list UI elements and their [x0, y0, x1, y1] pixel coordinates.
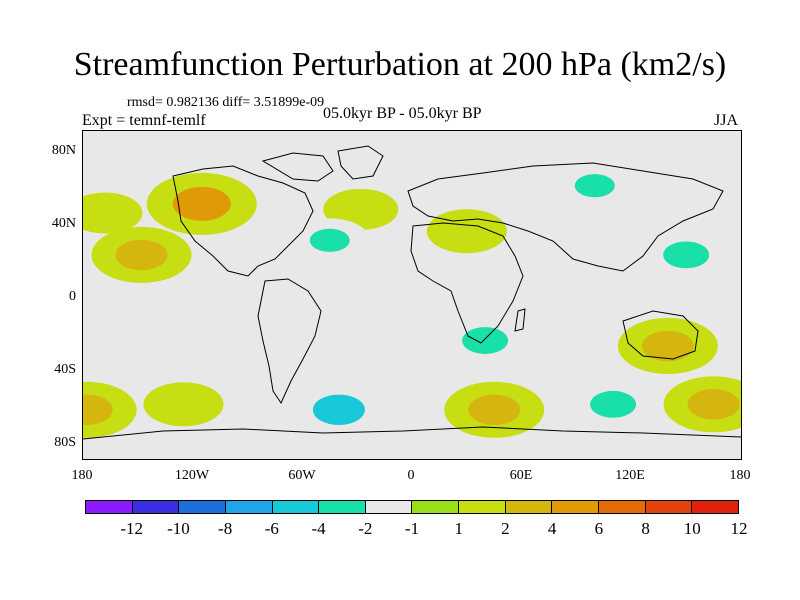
- contour-core: [172, 186, 231, 221]
- colorbar-label: 4: [547, 519, 557, 538]
- contour-core: [462, 327, 509, 354]
- coastlines: [83, 145, 741, 440]
- lat-label: 40N: [51, 216, 76, 231]
- colorbar-swatch: [692, 501, 738, 513]
- contour-core: [574, 174, 615, 198]
- lat-label: 80S: [54, 435, 76, 450]
- contour-core: [663, 241, 710, 269]
- lon-label: 60E: [509, 468, 533, 483]
- plot-title: Streamfunction Perturbation at 200 hPa (…: [73, 46, 727, 83]
- contour-core: [641, 330, 694, 362]
- colorbar-label: 12: [730, 519, 748, 538]
- lon-label: 0: [407, 468, 415, 483]
- contour-core: [590, 390, 637, 418]
- contour-core: [687, 389, 740, 420]
- colorbar-swatch: [552, 501, 600, 513]
- colorbar-label: 2: [501, 519, 510, 538]
- colorbar-swatch: [319, 501, 366, 513]
- colorbar-swatch: [225, 501, 273, 513]
- colorbar: [85, 500, 739, 514]
- colorbar-label: -1: [404, 519, 420, 538]
- colorbar-swatch: [272, 501, 320, 513]
- colorbar-label: 8: [641, 519, 650, 538]
- lat-label: 40S: [54, 362, 76, 377]
- colorbar-label: -2: [358, 519, 373, 538]
- contour-core: [163, 392, 204, 416]
- lon-label: 120E: [615, 468, 645, 483]
- contour-core: [312, 394, 365, 425]
- lon-label: 120W: [174, 468, 210, 483]
- stats-label: rmsd= 0.982136 diff= 3.51899e-09: [127, 95, 325, 110]
- map-svg: [83, 145, 741, 440]
- contour-core: [468, 394, 521, 425]
- contour-core: [83, 394, 113, 425]
- colorbar-swatch: [599, 501, 646, 513]
- colorbar-label: 10: [683, 519, 701, 538]
- colorbar-swatch: [86, 501, 133, 513]
- contour-region: [83, 192, 143, 234]
- lon-label: 180: [71, 468, 93, 483]
- experiment-label: Expt = temnf-temlf: [82, 112, 206, 129]
- colorbar-swatch: [412, 501, 460, 513]
- contour-core: [115, 239, 168, 271]
- lat-label: 0: [69, 289, 76, 304]
- colorbar-label: 1: [454, 519, 463, 538]
- colorbar-swatch: [645, 501, 693, 513]
- colorbar-label: -10: [167, 519, 190, 538]
- colorbar-label: -8: [218, 519, 233, 538]
- season-label: JJA: [714, 112, 739, 129]
- lat-label: 80N: [51, 143, 76, 158]
- colorbar-swatch: [132, 501, 180, 513]
- contour-core: [309, 228, 350, 252]
- colorbar-swatch: [505, 501, 553, 513]
- colorbar-swatch: [179, 501, 226, 513]
- contour-core: [446, 219, 487, 243]
- colorbar-label: 6: [594, 519, 604, 538]
- period-label: 05.0kyr BP - 05.0kyr BP: [323, 105, 482, 122]
- lon-label: 180: [729, 468, 751, 483]
- colorbar-label: -4: [311, 519, 326, 538]
- map-frame: [82, 130, 742, 460]
- colorbar-label: -12: [120, 519, 144, 538]
- lon-label: 60W: [288, 468, 316, 483]
- colorbar-swatch: [365, 501, 413, 513]
- colorbar-swatch: [459, 501, 506, 513]
- colorbar-label: -6: [264, 519, 279, 538]
